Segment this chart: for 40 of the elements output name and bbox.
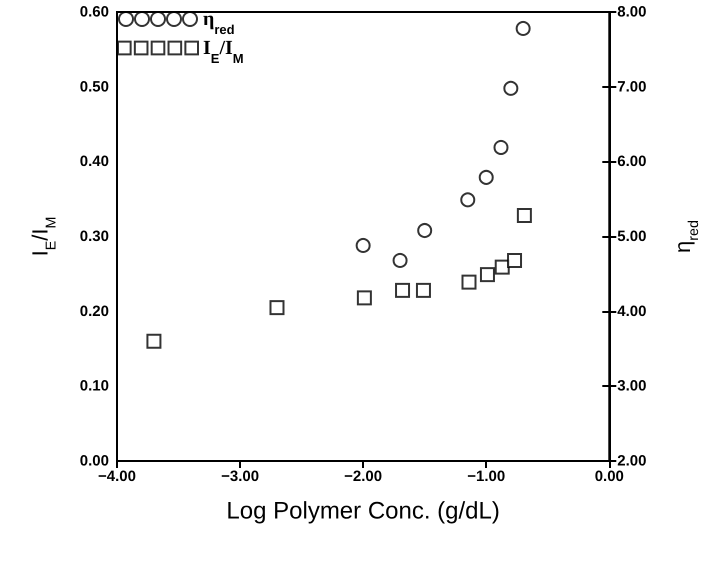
y2-tick-label: 8.00: [617, 4, 647, 20]
x-tick-label: −1.00: [467, 468, 506, 485]
point: [356, 238, 371, 253]
point: [269, 300, 284, 316]
y-tick-label: 0.40: [80, 153, 109, 170]
point: [395, 282, 410, 298]
x-axis-title: Log Polymer Conc. (g/dL): [226, 498, 500, 524]
y2-axis-title: ηred: [670, 220, 702, 253]
point: [392, 252, 408, 268]
point: [461, 274, 476, 290]
x-tick-label: −2.00: [344, 468, 382, 485]
point: [478, 170, 494, 185]
point: [516, 20, 531, 36]
x-tick-label: −3.00: [221, 468, 260, 485]
point: [516, 208, 532, 224]
y2-tick-label: 6.00: [617, 153, 647, 170]
point: [356, 290, 372, 306]
y2-tick-label: 3.00: [617, 378, 647, 395]
point: [480, 267, 495, 282]
point: [494, 140, 508, 155]
y-axis-title: IE/IM: [28, 216, 60, 256]
y-tick-label: 0.30: [80, 228, 109, 245]
y-tick-label: 0.20: [80, 302, 109, 320]
x-tick-label: −4.00: [98, 468, 136, 485]
y-tick-label: 0.60: [80, 4, 109, 20]
point: [494, 260, 510, 275]
point: [416, 282, 431, 298]
point: [146, 334, 162, 349]
y-tick-label: 0.00: [80, 452, 109, 470]
y2-tick-label: 4.00: [617, 302, 647, 320]
y2-tick-label: 2.00: [617, 452, 647, 470]
point: [460, 192, 476, 208]
point: [417, 223, 432, 238]
x-tick-label: 0.00: [594, 468, 624, 485]
y2-tick-label: 5.00: [617, 228, 647, 245]
point: [507, 252, 522, 268]
y2-tick-label: 7.00: [617, 78, 647, 96]
y-tick-label: 0.50: [80, 78, 109, 96]
y-tick-label: 0.10: [80, 378, 109, 395]
point: [503, 80, 518, 96]
